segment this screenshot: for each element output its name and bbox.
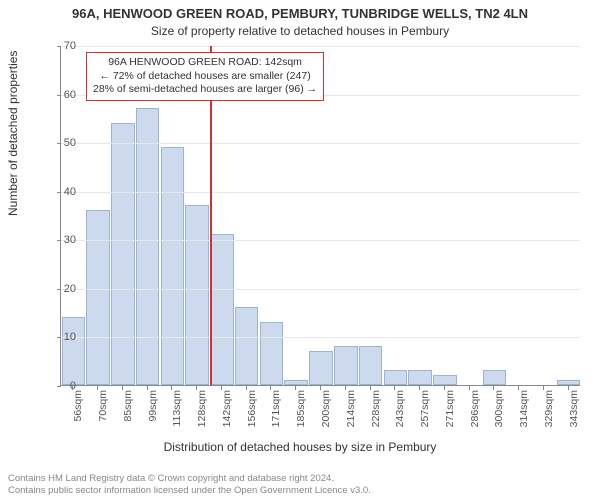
xtick-label: 142sqm: [221, 390, 233, 440]
annotation-box: 96A HENWOOD GREEN ROAD: 142sqm← 72% of d…: [86, 52, 324, 101]
xtick-label: 85sqm: [122, 390, 134, 440]
bar: [62, 317, 86, 385]
y-axis-label: Number of detached properties: [6, 51, 20, 216]
xtick-label: 185sqm: [295, 390, 307, 440]
chart-title-main: 96A, HENWOOD GREEN ROAD, PEMBURY, TUNBRI…: [0, 6, 600, 21]
bar: [86, 210, 110, 385]
bar: [161, 147, 185, 385]
ytick-label: 60: [46, 89, 76, 101]
bar: [260, 322, 284, 385]
x-axis-label: Distribution of detached houses by size …: [0, 440, 600, 454]
xtick-label: 156sqm: [246, 390, 258, 440]
ytick-label: 40: [46, 186, 76, 198]
bar: [408, 370, 432, 385]
xtick-label: 257sqm: [419, 390, 431, 440]
xtick-label: 214sqm: [345, 390, 357, 440]
xtick-label: 200sqm: [320, 390, 332, 440]
xtick-label: 171sqm: [270, 390, 282, 440]
bar: [359, 346, 383, 385]
xtick-label: 314sqm: [518, 390, 530, 440]
attribution-line2: Contains public sector information licen…: [8, 485, 592, 496]
grid-line: [61, 289, 580, 290]
bar: [334, 346, 358, 385]
ytick-label: 50: [46, 137, 76, 149]
xtick-label: 286sqm: [469, 390, 481, 440]
grid-line: [61, 192, 580, 193]
ytick-label: 30: [46, 234, 76, 246]
xtick-label: 113sqm: [171, 390, 183, 440]
xtick-label: 56sqm: [72, 390, 84, 440]
bar: [284, 380, 308, 385]
bar: [235, 307, 259, 385]
ytick-label: 20: [46, 283, 76, 295]
attribution-text: Contains HM Land Registry data © Crown c…: [8, 473, 592, 496]
xtick-label: 243sqm: [394, 390, 406, 440]
bar: [136, 108, 160, 385]
xtick-label: 271sqm: [444, 390, 456, 440]
bar: [309, 351, 333, 385]
xtick-label: 228sqm: [370, 390, 382, 440]
xtick-label: 128sqm: [196, 390, 208, 440]
annotation-line2: ← 72% of detached houses are smaller (24…: [93, 70, 317, 84]
xtick-label: 70sqm: [97, 390, 109, 440]
bar: [557, 380, 581, 385]
ytick-label: 10: [46, 331, 76, 343]
bar: [185, 205, 209, 385]
xtick-label: 300sqm: [493, 390, 505, 440]
xtick-label: 329sqm: [543, 390, 555, 440]
grid-line: [61, 143, 580, 144]
annotation-line1: 96A HENWOOD GREEN ROAD: 142sqm: [93, 56, 317, 70]
bar: [384, 370, 408, 385]
xtick-label: 99sqm: [147, 390, 159, 440]
annotation-line3: 28% of semi-detached houses are larger (…: [93, 83, 317, 97]
grid-line: [61, 46, 580, 47]
xtick-label: 343sqm: [568, 390, 580, 440]
bar: [483, 370, 507, 385]
chart-title-sub: Size of property relative to detached ho…: [0, 24, 600, 38]
grid-line: [61, 240, 580, 241]
ytick-label: 70: [46, 40, 76, 52]
bar: [210, 234, 234, 385]
grid-line: [61, 337, 580, 338]
bar: [433, 375, 457, 385]
bar: [111, 123, 135, 385]
attribution-line1: Contains HM Land Registry data © Crown c…: [8, 473, 592, 484]
